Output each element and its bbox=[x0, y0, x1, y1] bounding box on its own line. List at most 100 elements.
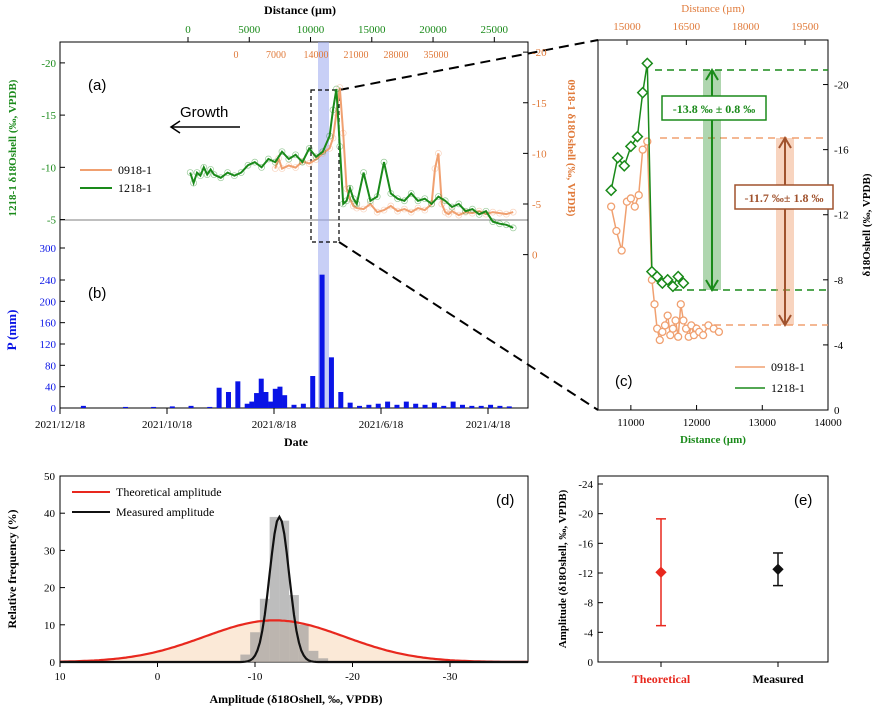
series-point-0918-1 bbox=[431, 165, 439, 172]
precip-bar bbox=[207, 406, 213, 408]
date-tick-label: 2021/4/18 bbox=[466, 419, 511, 431]
top-tick-label: 10000 bbox=[297, 24, 325, 36]
c-point-0918-1 bbox=[698, 330, 708, 340]
precip-bar bbox=[366, 404, 372, 408]
series-point-0918-1 bbox=[445, 210, 452, 218]
left-tick-label-b: 160 bbox=[40, 318, 57, 330]
c-point-0918-1 bbox=[674, 332, 683, 341]
precip-bar bbox=[169, 406, 175, 408]
left-tick-label-b: 240 bbox=[40, 275, 57, 287]
precip-bar bbox=[394, 404, 400, 408]
left-tick-label-b: 200 bbox=[40, 296, 57, 308]
series-point-1218-1 bbox=[339, 200, 347, 208]
c-right-tick-label: -8 bbox=[834, 275, 844, 287]
panel-e-label: (e) bbox=[794, 492, 812, 509]
precip-bar bbox=[249, 401, 255, 408]
date-tick-label: 2021/8/18 bbox=[252, 419, 297, 431]
amplitude-text-1218: -13.8 ‰ ± 0.8 ‰ bbox=[673, 102, 756, 116]
panel-e-points bbox=[655, 518, 784, 627]
date-axis-ticks: 2021/12/18 2021/10/18 2021/8/18 2021/6/18 20… bbox=[35, 408, 511, 431]
panel-e: 0 -4 -8 -12 -16 -20 -24 Amplitude (δ18Oshell, … bbox=[557, 475, 829, 686]
series-point-1218-1 bbox=[394, 195, 401, 203]
panel-c-frame bbox=[597, 39, 829, 411]
precip-bar bbox=[263, 392, 269, 408]
legend-d: Theoretical amplitude Measured amplitude bbox=[72, 485, 222, 519]
panel-d-histogram bbox=[60, 516, 528, 662]
d-histogram-bar bbox=[289, 595, 299, 662]
c-point-1218-1 bbox=[605, 184, 618, 197]
series-point-1218-1 bbox=[336, 143, 344, 150]
series-point-0918-1 bbox=[394, 207, 401, 215]
c-point-0918-1 bbox=[663, 311, 672, 320]
series-point-1218-1 bbox=[455, 200, 463, 208]
e-y-tick-label: -12 bbox=[578, 568, 593, 580]
zoom-connector-bottom bbox=[338, 241, 599, 411]
precip-bar bbox=[403, 401, 409, 408]
precip-bar bbox=[310, 376, 316, 408]
series-point-1218-1 bbox=[271, 158, 279, 166]
c-top-tick-label: 19500 bbox=[791, 21, 819, 33]
precip-bar bbox=[319, 274, 325, 408]
e-y-tick-label: -16 bbox=[578, 538, 593, 550]
series-point-0918-1 bbox=[441, 208, 449, 216]
c-bottom-tick-label: 11000 bbox=[617, 417, 645, 429]
panel-d-label: (d) bbox=[496, 492, 514, 509]
top-axis-label: Distance (µm) bbox=[264, 3, 336, 17]
panel-ab: Distance (µm) 0 5000 10000 15000 20000 25000 … bbox=[4, 3, 599, 449]
growth-annotation: Growth bbox=[180, 104, 228, 121]
precip-bar bbox=[80, 405, 86, 408]
series-point-1218-1 bbox=[278, 148, 286, 156]
right-tick-label-a: -15 bbox=[532, 98, 547, 110]
panel-a-label: (a) bbox=[88, 77, 106, 94]
top-tick-label: 15000 bbox=[358, 24, 386, 36]
panel-d: 10 0 -10 -20 -30 0 10 20 30 40 50 Amplitude (δ18Os… bbox=[5, 471, 529, 706]
precip-bar bbox=[244, 403, 250, 408]
series-point-1218-1 bbox=[350, 195, 357, 203]
c-point-1218-1 bbox=[666, 280, 679, 293]
c-point-0918-1 bbox=[606, 202, 616, 211]
precip-bar bbox=[385, 401, 391, 408]
panel-c-bottom-ticks: 11000 12000 13000 14000 bbox=[617, 405, 842, 429]
series-point-1218-1 bbox=[244, 161, 252, 169]
growth-arrow bbox=[169, 120, 240, 134]
series-point-1218-1 bbox=[285, 155, 293, 163]
series-point-1218-1 bbox=[387, 190, 395, 197]
top2-tick-label: 21000 bbox=[344, 50, 369, 61]
series-point-1218-1 bbox=[210, 171, 218, 178]
precip-bar bbox=[441, 405, 447, 408]
series-point-0918-1 bbox=[455, 211, 463, 219]
series-point-0918-1 bbox=[329, 134, 337, 142]
d-histogram-bar bbox=[318, 658, 329, 662]
c-point-0918-1 bbox=[617, 246, 626, 255]
zoom-connector-top bbox=[338, 39, 599, 91]
panel-d-ticks: 10 0 -10 -20 -30 0 10 20 30 40 50 bbox=[44, 471, 458, 683]
e-y-tick-label: 0 bbox=[588, 657, 594, 669]
panel-c-label: (c) bbox=[615, 373, 633, 390]
d-x-tick-label: -30 bbox=[443, 671, 458, 683]
panel-c-bottom-axis-title: Distance (µm) bbox=[680, 434, 746, 446]
series-point-0918-1 bbox=[360, 205, 367, 213]
c-right-tick-label: -20 bbox=[834, 80, 849, 92]
precip-bar bbox=[357, 405, 363, 408]
series-point-0918-1 bbox=[271, 165, 279, 172]
left-tick-label-a: -15 bbox=[41, 110, 56, 122]
panel-d-curves bbox=[60, 514, 528, 664]
legend-c-0918: 0918-1 bbox=[771, 360, 805, 374]
d-x-tick-label: 10 bbox=[55, 671, 67, 683]
e-y-tick-label: -4 bbox=[584, 627, 594, 639]
legend-c-1218: 1218-1 bbox=[771, 381, 805, 395]
c-point-1218-1 bbox=[641, 57, 654, 70]
precip-bar bbox=[338, 392, 344, 408]
c-point-0918-1 bbox=[671, 316, 680, 325]
series-point-1218-1 bbox=[407, 190, 415, 197]
series-point-1218-1 bbox=[319, 148, 327, 156]
d-histogram-bar bbox=[269, 516, 280, 662]
precip-bar bbox=[272, 388, 278, 408]
top2-tick-label: 14000 bbox=[304, 50, 329, 61]
legend-a-1218: 1218-1 bbox=[118, 181, 152, 195]
amplitude-box-0918 bbox=[734, 184, 834, 210]
c-point-1218-1 bbox=[611, 151, 624, 164]
precip-bar bbox=[413, 403, 419, 408]
series-point-1218-1 bbox=[482, 207, 490, 215]
right-tick-label-a: -10 bbox=[532, 148, 547, 160]
